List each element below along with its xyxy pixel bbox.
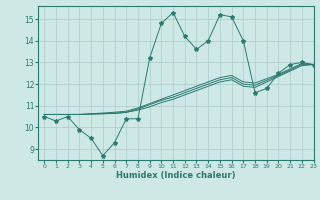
X-axis label: Humidex (Indice chaleur): Humidex (Indice chaleur) [116,171,236,180]
